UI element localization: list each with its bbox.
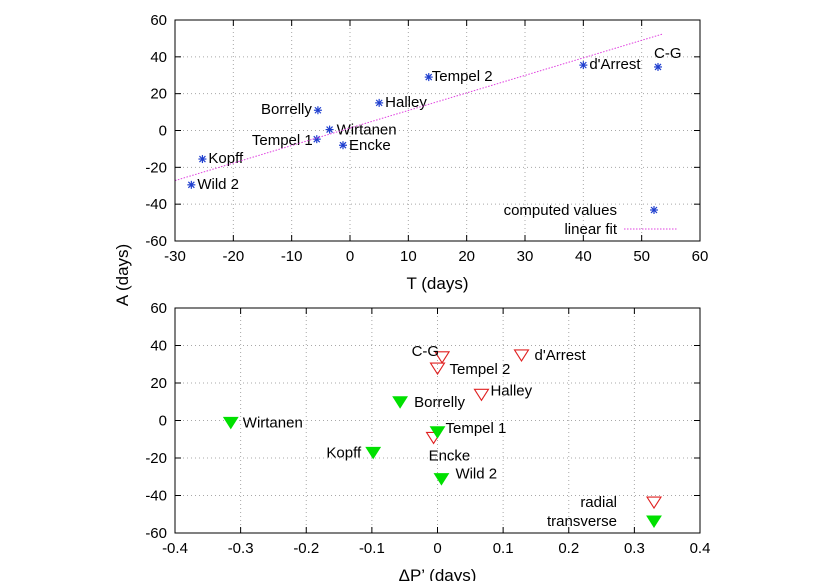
top-scatter-panel: -30 -20 -10 0 10 20 30 40 50 60 -60 -40 -20 0 20 40 60 T … <box>145 12 708 293</box>
bottom-data-point <box>222 416 239 430</box>
top-point-label: Wirtanen <box>337 122 397 139</box>
top-y-tick-label: 60 <box>150 12 167 29</box>
top-x-tick-label: -20 <box>222 248 244 265</box>
bottom-y-tick-label: -60 <box>145 525 167 542</box>
top-x-tick-label: 10 <box>400 248 417 265</box>
top-data-point <box>187 180 196 189</box>
top-data-point <box>325 125 334 134</box>
bottom-legend-label: radial <box>580 494 617 511</box>
bottom-x-tick-label: 0.2 <box>558 540 579 557</box>
bottom-x-tick-label: 0.4 <box>690 540 711 557</box>
bottom-x-tick-label: -0.4 <box>162 540 188 557</box>
bottom-plot-frame <box>174 307 701 534</box>
top-y-tick-label: -60 <box>145 233 167 250</box>
bottom-x-tick-label: -0.1 <box>359 540 385 557</box>
bottom-point-label: Borrelly <box>414 394 465 411</box>
top-data-point <box>375 98 384 107</box>
top-plot-frame <box>174 19 701 242</box>
top-y-tick-label: 0 <box>159 123 167 140</box>
top-linear-fit-line <box>174 33 663 182</box>
bottom-x-tick-label: 0.3 <box>624 540 645 557</box>
bottom-point-label: Wild 2 <box>455 466 497 483</box>
bottom-x-tick-label: 0 <box>433 540 441 557</box>
bottom-data-point <box>392 396 409 409</box>
top-data-point <box>198 155 207 164</box>
bottom-data-point <box>473 388 490 402</box>
bottom-point-label: Kopff <box>326 444 362 461</box>
bottom-point-label: Encke <box>429 447 471 464</box>
top-data-point <box>313 106 322 115</box>
top-legend-swatch <box>650 206 658 214</box>
top-x-tick-label: 40 <box>575 248 592 265</box>
bottom-data-point <box>513 349 530 362</box>
bottom-point-label: d'Arrest <box>535 347 587 364</box>
top-data-point <box>339 141 347 150</box>
bottom-point-label: C-G <box>412 343 440 360</box>
top-x-tick-label: 0 <box>346 248 354 265</box>
top-data-point <box>654 62 662 71</box>
bottom-point-label: Tempel 2 <box>450 361 511 378</box>
shared-y-axis-label: A (days) <box>113 244 132 306</box>
top-legend-label: linear fit <box>564 221 617 238</box>
bottom-legend-swatch <box>645 496 663 510</box>
top-x-tick-label: 50 <box>633 248 650 265</box>
top-data-point <box>424 73 433 82</box>
top-point-label: Tempel 2 <box>432 68 493 85</box>
top-point-label: Borrelly <box>261 101 312 118</box>
bottom-y-tick-label: 20 <box>150 375 167 392</box>
bottom-data-point <box>429 362 446 376</box>
top-x-axis-label: T (days) <box>406 274 468 293</box>
top-point-label: Wild 2 <box>197 176 239 193</box>
bottom-legend-swatch <box>646 515 662 528</box>
top-point-label: Kopff <box>208 150 244 167</box>
bottom-y-tick-label: 40 <box>150 338 167 355</box>
bottom-point-label: Wirtanen <box>243 414 303 431</box>
top-y-tick-label: -40 <box>145 196 167 213</box>
top-legend-label: computed values <box>504 202 617 219</box>
bottom-y-tick-label: -40 <box>145 488 167 505</box>
bottom-data-point <box>429 426 446 439</box>
bottom-legend-label: transverse <box>547 513 617 530</box>
top-y-tick-label: 20 <box>150 86 167 103</box>
top-point-label: d'Arrest <box>589 56 641 73</box>
top-x-tick-label: 20 <box>458 248 475 265</box>
top-point-label: Encke <box>349 137 391 154</box>
top-y-tick-label: 40 <box>150 49 167 66</box>
bottom-data-point <box>365 446 382 460</box>
top-x-tick-label: 60 <box>692 248 709 265</box>
top-point-label: Tempel 1 <box>252 132 313 149</box>
bottom-point-label: Tempel 1 <box>446 420 507 437</box>
top-point-label: C-G <box>654 45 682 62</box>
top-x-tick-label: -10 <box>281 248 303 265</box>
bottom-y-tick-label: 60 <box>150 300 167 317</box>
bottom-x-tick-label: -0.2 <box>293 540 319 557</box>
top-data-point <box>579 61 588 70</box>
bottom-data-point <box>433 473 450 486</box>
top-plot-area <box>175 20 700 241</box>
top-x-tick-label: 30 <box>517 248 534 265</box>
bottom-y-tick-label: -20 <box>145 450 167 467</box>
bottom-y-tick-label: 0 <box>159 413 167 430</box>
bottom-x-tick-label: -0.3 <box>228 540 254 557</box>
bottom-point-label: Halley <box>490 382 532 399</box>
top-x-tick-label: -30 <box>164 248 186 265</box>
bottom-x-tick-label: 0.1 <box>493 540 514 557</box>
bottom-data-point <box>434 351 451 364</box>
bottom-x-axis-label: ΔP’ (days) <box>399 566 477 581</box>
top-y-tick-label: -20 <box>145 159 167 176</box>
bottom-scatter-panel: -0.4 -0.3 -0.2 -0.1 0 0.1 0.2 0.3 0.4 -60 -40 -20 0 2… <box>145 300 710 581</box>
top-point-label: Halley <box>385 94 427 111</box>
